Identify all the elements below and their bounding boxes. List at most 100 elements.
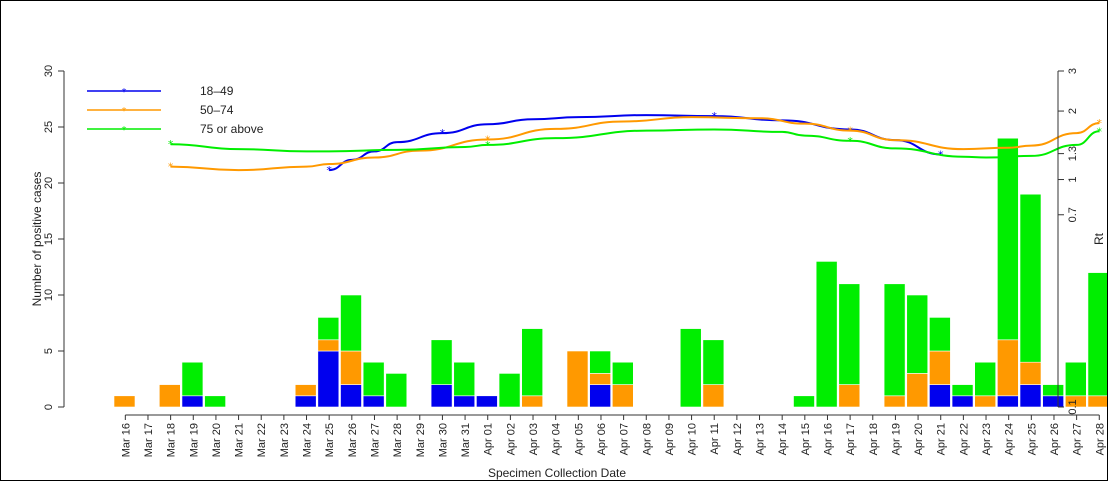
bar-mar-27-series-2 — [362, 361, 385, 397]
y2-tick-label: 1 — [1067, 176, 1079, 182]
bar-apr-23-series-2 — [974, 361, 997, 397]
bar-apr-26-series-2 — [1042, 384, 1064, 397]
x-tick-label: Apr 02 — [505, 423, 517, 455]
legend-marker: * — [122, 87, 127, 98]
y-tick-label: 30 — [43, 65, 55, 77]
x-tick-label: Mar 28 — [392, 423, 404, 457]
y-tick-label: 10 — [43, 289, 55, 301]
rt-line-series-1 — [170, 116, 1100, 172]
bar-mar-30-series-2 — [430, 339, 453, 385]
legend-label: 18–49 — [200, 84, 234, 98]
bar-apr-17-series-1 — [838, 384, 861, 408]
bar-apr-20-series-2 — [906, 294, 929, 374]
y-tick-label: 5 — [43, 348, 55, 354]
y-tick-label: 20 — [43, 177, 55, 189]
bar-mar-20-series-2 — [204, 395, 226, 408]
bar-apr-25-series-2 — [1019, 193, 1042, 363]
x-tick-label: Apr 09 — [664, 423, 676, 455]
x-tick-label: Apr 26 — [1049, 423, 1061, 455]
bar-apr-19-series-2 — [883, 283, 906, 397]
bar-apr-07-series-1 — [611, 384, 634, 408]
bar-mar-24-series-0 — [294, 395, 317, 408]
rt-line-series-2 — [170, 128, 1100, 159]
bars-layer — [113, 137, 1107, 408]
bar-apr-19-series-1 — [883, 395, 906, 408]
x-tick-label: Apr 20 — [913, 423, 925, 455]
x-tick-label: Mar 17 — [143, 423, 155, 457]
bar-mar-26-series-1 — [340, 350, 362, 385]
y2-tick-label: 2 — [1067, 108, 1079, 114]
bar-mar-30-series-0 — [430, 384, 453, 408]
x-tick-label: Mar 20 — [211, 423, 223, 457]
x-tick-label: Mar 29 — [415, 423, 427, 457]
bar-mar-31-series-0 — [453, 395, 476, 408]
bar-apr-27-series-2 — [1065, 361, 1087, 397]
bar-apr-06-series-1 — [589, 373, 611, 385]
bar-apr-11-series-2 — [702, 339, 725, 385]
x-tick-label: Apr 16 — [822, 423, 834, 455]
x-tick-label: Apr 04 — [551, 423, 563, 455]
bar-apr-23-series-1 — [974, 395, 997, 408]
y2-axis-title: Rt — [1092, 232, 1106, 245]
bar-apr-07-series-2 — [611, 361, 634, 385]
x-tick-label: Apr 03 — [528, 423, 540, 455]
x-tick-label: Apr 07 — [619, 423, 631, 455]
x-tick-label: Mar 19 — [188, 423, 200, 457]
legend-marker: * — [122, 106, 127, 117]
bar-apr-25-series-0 — [1019, 384, 1042, 408]
x-tick-label: Apr 08 — [641, 423, 653, 455]
bar-apr-24-series-1 — [997, 339, 1019, 397]
bar-apr-26-series-0 — [1042, 395, 1064, 408]
x-tick-label: Mar 18 — [166, 423, 178, 457]
legend-label: 50–74 — [200, 103, 234, 117]
x-tick-label: Apr 27 — [1072, 423, 1084, 455]
bar-apr-06-series-0 — [589, 384, 611, 408]
bar-apr-28-series-1 — [1087, 395, 1107, 408]
bar-apr-16-series-2 — [815, 261, 838, 408]
bar-mar-16-series-1 — [113, 395, 136, 408]
bar-apr-01-series-0 — [476, 395, 498, 408]
x-tick-label: Apr 01 — [483, 423, 495, 455]
y-tick-label: 25 — [43, 121, 55, 133]
bar-apr-25-series-1 — [1019, 361, 1042, 385]
x-tick-label: Mar 27 — [369, 423, 381, 457]
legend-label: 75 or above — [200, 122, 264, 136]
x-tick-label: Apr 18 — [868, 423, 880, 455]
x-tick-label: Apr 13 — [755, 423, 767, 455]
bar-apr-21-series-1 — [929, 350, 951, 385]
x-tick-label: Apr 14 — [777, 423, 789, 455]
rt-point-marker: * — [168, 161, 174, 174]
rt-point-marker: * — [1097, 125, 1103, 138]
x-tick-label: Apr 23 — [981, 423, 993, 455]
y2-tick-label: 0.1 — [1067, 399, 1079, 414]
rt-lines-layer: ********* * ** — [168, 110, 1103, 177]
bar-apr-10-series-2 — [679, 328, 702, 408]
y2-tick-label: 0.7 — [1067, 207, 1079, 222]
x-tick-label: Apr 10 — [687, 423, 699, 455]
x-tick-label: Mar 30 — [437, 423, 449, 457]
x-tick-label: Apr 21 — [936, 423, 948, 455]
x-tick-label: Mar 21 — [234, 423, 246, 457]
x-tick-label: Apr 24 — [1004, 423, 1016, 455]
bar-mar-25-series-2 — [317, 317, 340, 341]
x-axis-title: Specimen Collection Date — [488, 466, 626, 480]
bar-apr-24-series-0 — [997, 395, 1019, 408]
bar-mar-31-series-2 — [453, 361, 476, 397]
rt-point-marker: * — [326, 164, 332, 177]
bar-apr-11-series-1 — [702, 384, 725, 408]
bar-mar-19-series-0 — [181, 395, 204, 408]
legend-marker: * — [122, 125, 127, 136]
bar-mar-26-series-0 — [340, 384, 362, 408]
x-tick-label: Apr 28 — [1094, 423, 1106, 455]
rt-point-marker: * — [440, 127, 446, 140]
bar-apr-17-series-2 — [838, 283, 861, 385]
rt-point-marker: * — [847, 135, 853, 148]
x-tick-label: Mar 22 — [256, 423, 268, 457]
bar-mar-27-series-0 — [362, 395, 385, 408]
bar-apr-06-series-2 — [589, 350, 611, 374]
y-tick-label: 0 — [43, 404, 55, 410]
x-tick-label: Apr 15 — [800, 423, 812, 455]
x-tick-label: Mar 16 — [120, 423, 132, 457]
x-tick-label: Apr 17 — [845, 423, 857, 455]
